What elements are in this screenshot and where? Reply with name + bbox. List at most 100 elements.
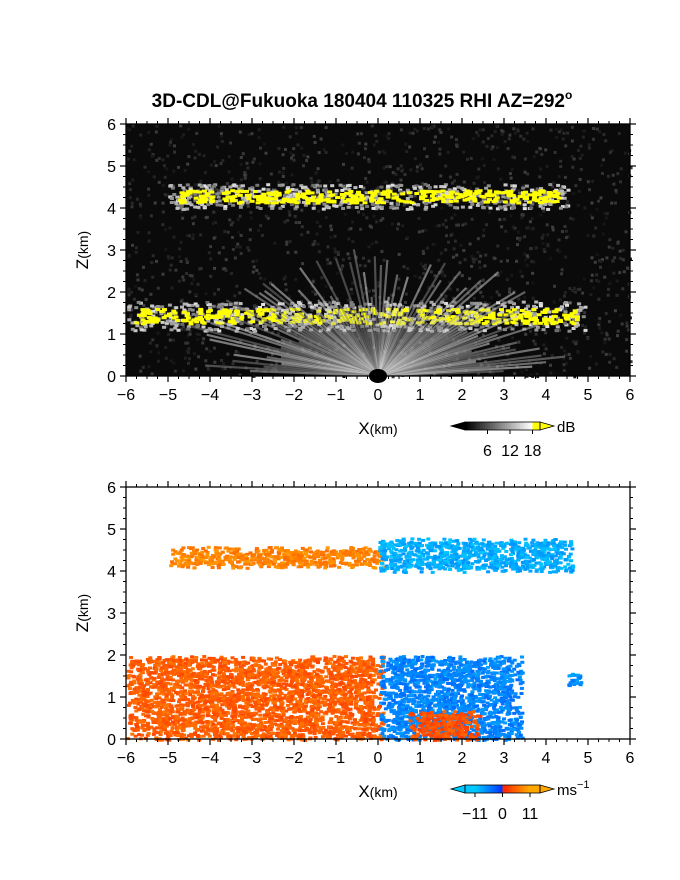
signal-cell [528,323,533,327]
high-signal-cell [230,199,236,203]
signal-cell [289,196,294,200]
noise-speck [444,294,448,298]
noise-speck [199,233,203,237]
noise-speck [333,247,337,251]
noise-speck [559,128,563,132]
noise-speck [191,237,195,240]
noise-speck [285,240,289,244]
noise-speck [310,285,313,288]
noise-speck [477,167,481,171]
velocity-cell [377,554,382,558]
velocity-cell [382,566,387,569]
signal-cell [503,207,508,211]
noise-speck [449,175,452,179]
noise-speck [156,313,160,317]
velocity-cell [461,563,466,567]
high-signal-cell [249,199,255,203]
velocity-cell [364,553,369,557]
noise-speck [615,293,619,297]
signal-cell [139,328,144,332]
noise-speck [362,189,366,193]
noise-speck [603,275,607,279]
noise-speck [595,362,598,366]
noise-speck [523,258,527,262]
noise-speck [525,368,528,372]
noise-speck [615,279,619,283]
noise-speck [471,137,475,140]
high-signal-cell [284,190,290,194]
velocity-cell [463,555,468,559]
noise-speck [383,151,387,155]
noise-speck [188,332,192,336]
signal-cell [330,184,335,188]
noise-speck [475,131,479,134]
velocity-cell [266,550,271,554]
velocity-cell [279,565,284,569]
noise-speck [235,284,239,288]
noise-speck [520,370,524,374]
velocity-cell [558,553,563,557]
velocity-cell [277,547,282,551]
noise-speck [544,148,548,152]
high-signal-cell [459,195,465,199]
noise-speck [564,144,568,148]
signal-cell [169,328,174,332]
velocity-cell [554,570,558,574]
noise-speck [157,359,160,363]
velocity-cell [545,556,550,560]
noise-speck [255,359,259,363]
high-signal-cell [149,318,155,322]
noise-speck [443,274,447,278]
noise-speck [314,292,318,296]
high-signal-cell [523,190,529,194]
noise-speck [205,347,209,351]
noise-speck [513,226,517,230]
signal-cell [446,201,451,205]
signal-cell [566,188,571,192]
noise-speck [238,373,242,377]
high-signal-cell [569,320,575,324]
noise-speck [558,328,561,332]
velocity-cell [282,555,287,559]
noise-speck [515,259,519,263]
velocity-cell [511,567,516,571]
high-signal-cell [393,308,399,312]
velocity-cell [476,552,481,556]
noise-speck [625,349,629,353]
noise-speck [601,172,604,175]
noise-speck [168,268,172,272]
noise-speck [290,173,294,177]
high-signal-cell [290,307,296,311]
noise-speck [139,204,143,208]
signal-cell [174,306,179,310]
colorbar-tick-label: 6 [483,443,492,460]
signal-cell [390,205,395,209]
velocity-cell [482,553,487,557]
signal-cell [280,205,285,208]
velocity-cell [368,549,372,553]
velocity-cell [504,564,509,568]
noise-speck [195,131,199,135]
high-signal-cell [503,313,509,317]
velocity-cell [493,559,498,563]
colorbar-segment [485,422,489,430]
noise-speck [300,146,304,150]
high-signal-cell [528,317,534,321]
velocity-cell [215,552,220,555]
noise-speck [288,213,292,217]
velocity-cell [338,549,343,553]
high-signal-cell [240,190,246,194]
noise-speck [153,201,157,205]
noise-speck [595,253,599,257]
noise-speck [185,272,189,275]
noise-speck [172,306,176,310]
velocity-cell [389,560,394,564]
signal-cell [427,200,432,204]
signal-cell [439,185,444,189]
signal-cell [143,325,148,329]
velocity-cell [258,563,263,567]
noise-speck [542,248,546,251]
velocity-cell [394,548,399,552]
signal-cell [329,305,334,309]
high-signal-cell [536,313,542,317]
